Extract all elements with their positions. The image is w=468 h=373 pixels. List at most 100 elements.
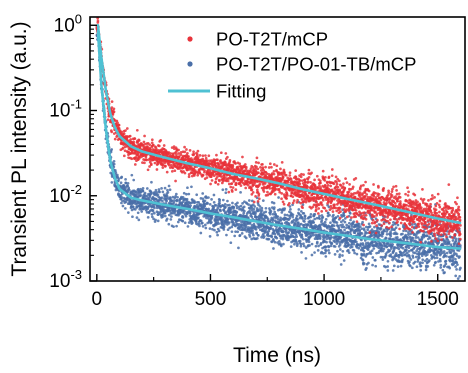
data-point — [306, 180, 310, 184]
data-point — [370, 234, 373, 238]
data-point — [381, 255, 385, 259]
data-point — [397, 245, 400, 248]
data-point — [407, 231, 410, 234]
data-point — [324, 176, 327, 179]
data-point — [290, 191, 294, 194]
data-point — [230, 182, 234, 185]
data-point — [204, 226, 208, 230]
data-point — [208, 227, 212, 230]
data-point — [317, 207, 321, 210]
data-point — [377, 230, 381, 234]
data-point — [175, 152, 178, 156]
data-point — [335, 242, 339, 245]
data-point — [241, 155, 244, 159]
data-point — [204, 154, 207, 157]
data-point — [241, 177, 245, 181]
data-point — [354, 215, 358, 219]
data-point — [281, 237, 285, 241]
data-point — [161, 190, 165, 194]
data-point — [201, 225, 205, 228]
data-point — [289, 177, 293, 181]
data-point — [169, 163, 173, 167]
data-point — [451, 256, 455, 259]
data-point — [275, 220, 278, 224]
data-point — [196, 149, 200, 153]
data-point — [154, 146, 158, 149]
data-point — [352, 242, 356, 246]
data-point — [121, 204, 125, 208]
data-point — [371, 241, 375, 244]
data-point — [150, 215, 154, 219]
data-point — [370, 249, 374, 253]
data-point — [386, 269, 390, 272]
data-point — [317, 244, 320, 248]
data-point — [206, 169, 210, 173]
data-point — [379, 226, 383, 230]
data-point — [201, 154, 205, 158]
data-point — [289, 208, 292, 211]
data-point — [223, 202, 227, 206]
data-point — [154, 218, 157, 222]
data-point — [299, 201, 303, 205]
data-point — [299, 222, 303, 226]
data-point — [325, 181, 329, 185]
data-point — [212, 206, 216, 210]
data-point — [203, 223, 207, 227]
data-point — [224, 205, 227, 209]
data-point — [221, 188, 225, 192]
data-point — [299, 244, 303, 248]
data-point — [323, 206, 327, 210]
data-point — [122, 154, 126, 158]
data-point — [240, 167, 244, 170]
data-point — [199, 197, 203, 200]
data-point — [229, 185, 233, 189]
data-point — [251, 229, 254, 233]
data-point — [235, 210, 239, 214]
data-point — [234, 213, 238, 217]
data-point — [138, 156, 141, 160]
data-point — [200, 221, 204, 225]
data-point — [264, 210, 268, 214]
data-point — [301, 206, 304, 210]
data-point — [394, 226, 398, 230]
data-point — [323, 220, 327, 224]
data-point — [274, 187, 277, 191]
data-point — [145, 187, 149, 190]
data-point — [308, 244, 311, 247]
data-point — [358, 225, 362, 228]
data-point — [276, 215, 280, 219]
data-point — [227, 222, 231, 225]
data-point — [302, 173, 305, 176]
data-point — [449, 243, 453, 246]
data-point — [303, 217, 307, 221]
data-point — [141, 161, 144, 164]
data-point — [330, 242, 334, 246]
data-point — [208, 202, 212, 206]
data-point — [224, 152, 228, 155]
data-point — [188, 211, 192, 215]
data-point — [408, 264, 412, 268]
data-point — [361, 243, 365, 247]
data-point — [327, 245, 331, 249]
data-point — [279, 244, 283, 248]
data-point — [369, 243, 373, 247]
data-point — [167, 213, 171, 217]
data-point — [313, 213, 317, 216]
data-point — [272, 172, 276, 176]
data-point — [338, 248, 342, 251]
data-point — [338, 255, 341, 259]
data-point — [327, 175, 331, 179]
data-point — [132, 178, 136, 182]
data-point — [366, 248, 370, 252]
data-point — [277, 221, 281, 225]
data-point — [297, 208, 301, 211]
data-point — [389, 253, 393, 256]
data-point — [204, 156, 208, 160]
data-point — [137, 139, 141, 142]
data-point — [240, 223, 244, 227]
data-point — [175, 198, 179, 202]
data-point — [295, 214, 299, 218]
data-point — [120, 175, 124, 179]
data-point — [121, 199, 124, 203]
data-point — [237, 246, 240, 250]
